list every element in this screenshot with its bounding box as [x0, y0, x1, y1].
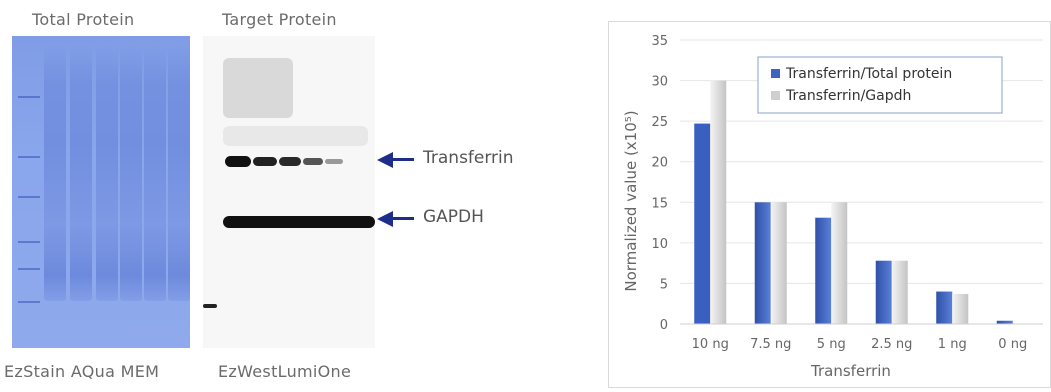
- legend-swatch-gapdh: [771, 91, 780, 100]
- bar-total-protein: [996, 320, 1013, 324]
- chart-legend: Transferrin/Total protein Transferrin/Ga…: [757, 56, 1003, 114]
- y-tick-label: 35: [651, 34, 668, 49]
- bar-total-protein: [754, 202, 771, 324]
- bar-total-protein: [815, 217, 832, 324]
- western-blot-image: [203, 36, 375, 348]
- blot-caption: EzWestLumiOne: [218, 362, 352, 381]
- x-tick-label: 5 ng: [817, 337, 846, 352]
- x-tick-label: 10 ng: [692, 337, 729, 352]
- transferrin-label: Transferrin: [423, 148, 514, 168]
- total-protein-gel-image: [12, 36, 190, 348]
- bar-total-protein: [875, 260, 892, 324]
- legend-box: [757, 56, 1003, 114]
- normalized-value-chart: 0 5 10 15 20 25 30 35 10 ng 7.5 ng 5 ng 2.5 ng 1 ng…: [608, 21, 1051, 388]
- y-axis-label: Normalized value (x10⁵): [622, 110, 640, 291]
- chart-bars: [680, 80, 1043, 325]
- y-tick-label: 10: [651, 237, 668, 252]
- x-tick-label: 1 ng: [938, 337, 967, 352]
- y-tick-label: 5: [660, 277, 668, 292]
- legend-label-total-protein: Transferrin/Total protein: [785, 66, 952, 82]
- bar-gapdh: [770, 202, 787, 324]
- bar-gapdh: [952, 293, 969, 324]
- transferrin-arrow: [392, 158, 414, 161]
- y-tick-label: 0: [660, 318, 668, 333]
- chart-svg: 0 5 10 15 20 25 30 35 10 ng 7.5 ng 5 ng 2.5 ng 1 ng…: [608, 21, 1051, 388]
- bar-total-protein: [694, 123, 711, 324]
- legend-label-gapdh: Transferrin/Gapdh: [785, 88, 911, 104]
- y-tick-label: 15: [651, 196, 668, 211]
- y-tick-label: 30: [651, 75, 668, 90]
- bar-gapdh: [831, 202, 848, 324]
- y-tick-labels: 0 5 10 15 20 25 30 35: [651, 34, 668, 333]
- gapdh-arrow-head: [377, 211, 393, 227]
- x-tick-label: 7.5 ng: [750, 337, 791, 352]
- gapdh-label: GAPDH: [423, 207, 484, 227]
- bar-gapdh: [891, 260, 908, 324]
- bar-total-protein: [936, 291, 953, 324]
- x-axis-label: Transferrin: [810, 362, 891, 380]
- gel-caption: EzStain AQua MEM: [4, 362, 160, 381]
- x-tick-labels: 10 ng 7.5 ng 5 ng 2.5 ng 1 ng 0 ng: [692, 337, 1028, 352]
- x-tick-label: 0 ng: [998, 337, 1027, 352]
- legend-swatch-total-protein: [771, 69, 780, 78]
- x-tick-label: 2.5 ng: [871, 337, 912, 352]
- y-tick-label: 20: [651, 156, 668, 171]
- gapdh-arrow: [392, 217, 414, 220]
- blot-title: Target Protein: [222, 10, 337, 29]
- bar-gapdh: [710, 80, 727, 324]
- y-tick-label: 25: [651, 115, 668, 130]
- gel-title: Total Protein: [32, 10, 135, 29]
- transferrin-arrow-head: [377, 152, 393, 168]
